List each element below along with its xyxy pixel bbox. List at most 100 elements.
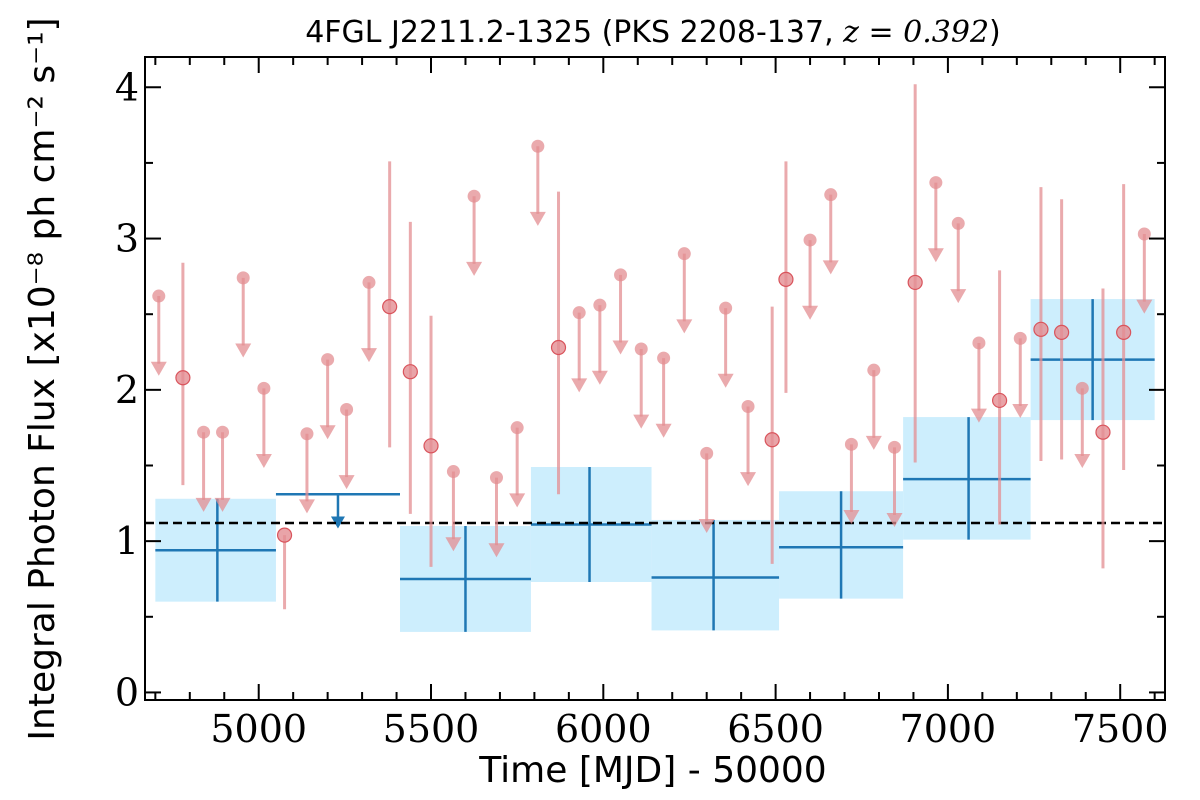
plot-frame (144, 56, 1166, 701)
short-bin-detection-point (276, 527, 293, 543)
short-bin-upper-limit-arrow (235, 343, 252, 358)
x-tick-label: 7000 (900, 707, 997, 751)
short-bin-upper-limit-point (1137, 227, 1151, 241)
short-bin-upper-limit-point (446, 465, 460, 479)
short-bin-upper-limit-point (803, 233, 817, 247)
x-tick-label: 6500 (727, 707, 824, 751)
short-bin-upper-limit-arrow (1136, 299, 1153, 314)
short-bin-upper-limit-arrow (255, 453, 272, 468)
short-bin-detection-point (423, 438, 439, 454)
short-bin-upper-limit-arrow (612, 340, 629, 355)
short-bin-upper-limit-point (614, 268, 628, 282)
short-bin-upper-limit-point (362, 275, 376, 289)
short-bin-upper-limit-point (719, 301, 733, 315)
short-bin-detection-point (778, 271, 794, 288)
short-bin-upper-limit-arrow (529, 211, 546, 226)
short-bin-detection-point (1116, 324, 1132, 340)
short-bin-upper-limit-point (510, 421, 524, 435)
short-bin-upper-limit-arrow (802, 305, 819, 320)
y-tick-label: 1 (115, 519, 139, 563)
short-bin-upper-limit-arrow (822, 260, 839, 275)
short-bin-upper-limit-arrow (843, 509, 860, 524)
short-bin-upper-limit-point (489, 471, 503, 485)
short-bin-upper-limit-point (572, 306, 586, 320)
short-bin-upper-limit-arrow (571, 378, 588, 393)
x-axis-label: Time [MJD] - 50000 (478, 750, 826, 791)
y-tick-label: 3 (115, 217, 139, 261)
short-bin-upper-limit-point (236, 271, 250, 285)
x-tick-label: 5000 (210, 707, 307, 751)
short-bin-upper-limit-arrow (195, 497, 212, 512)
short-bin-upper-limit-arrow (360, 348, 377, 363)
chart-title-prefix: 4FGL J2211.2-1325 (PKS 2208-137, (305, 15, 843, 50)
short-bin-upper-limit-point (197, 425, 211, 439)
short-bin-detection-point (764, 432, 780, 448)
short-bin-upper-limit-arrow (676, 319, 693, 334)
short-bin-detection-point (175, 370, 191, 386)
long-bin-box (651, 519, 780, 631)
x-tick-label: 7500 (1072, 707, 1169, 751)
short-bin-upper-limit-point (700, 446, 714, 460)
short-bin-upper-limit-arrow (488, 543, 505, 558)
short-bin-upper-limit-arrow (1012, 404, 1029, 419)
short-bin-upper-limit-arrow (466, 261, 483, 276)
y-tick-label: 0 (115, 670, 139, 714)
short-bin-detection-point (382, 299, 398, 315)
short-bin-detection-point (991, 392, 1008, 409)
short-bin-upper-limit-point (216, 425, 230, 439)
short-bin-upper-limit-point (824, 188, 838, 202)
y-axis-label: Integral Photon Flux [x10⁻⁸ ph cm⁻² s⁻¹] (22, 17, 63, 740)
short-bin-upper-limit-point (677, 247, 691, 261)
short-bin-upper-limit-point (951, 216, 965, 230)
short-bin-upper-limit-point (593, 298, 607, 312)
short-bin-upper-limit-point (321, 353, 335, 367)
short-bin-upper-limit-point (844, 437, 858, 451)
short-bin-upper-limit-arrow (150, 361, 167, 376)
long-bin-upper-limit-arrow (330, 516, 345, 529)
short-bin-upper-limit-arrow (927, 248, 944, 263)
short-bin-upper-limit-point (1013, 331, 1027, 345)
short-bin-upper-limit-arrow (319, 425, 336, 440)
y-tick-label: 2 (115, 368, 139, 412)
short-bin-upper-limit-point (929, 176, 943, 190)
short-bin-upper-limit-arrow (445, 537, 462, 552)
short-bin-upper-limit-arrow (1074, 453, 1091, 468)
short-bin-upper-limit-arrow (214, 497, 231, 512)
short-bin-upper-limit-point (887, 440, 901, 454)
short-bin-upper-limit-point (340, 403, 354, 417)
short-bin-upper-limit-point (152, 289, 166, 303)
short-bin-upper-limit-point (867, 363, 881, 377)
short-bin-upper-limit-arrow (338, 475, 355, 490)
x-tick-label: 5500 (383, 707, 480, 751)
short-bin-upper-limit-arrow (698, 519, 715, 534)
chart-title-redshift: z = 0.392 (842, 15, 989, 50)
short-bin-detection-point (1054, 324, 1070, 340)
short-bin-upper-limit-arrow (970, 408, 987, 423)
short-bin-upper-limit-point (972, 336, 986, 350)
short-bin-upper-limit-point (300, 427, 314, 441)
short-bin-detection-point (1095, 424, 1111, 440)
plot-area: 5000 5500 6000 6500 7000 7500 0 1 2 3 4 (115, 56, 1169, 751)
short-bin-upper-limit-arrow (740, 472, 757, 487)
x-tick-label: 6000 (555, 707, 652, 751)
short-bin-upper-limit-arrow (298, 499, 315, 514)
short-bin-detection-point (402, 364, 418, 380)
y-tick-label: 4 (115, 65, 139, 109)
short-bin-upper-limit-point (657, 351, 671, 365)
chart-title: 4FGL J2211.2-1325 (PKS 2208-137, z = 0.3… (305, 15, 1001, 50)
short-bin-upper-limit-arrow (717, 373, 734, 388)
short-bin-upper-limit-arrow (865, 435, 882, 450)
short-bin-upper-limit-point (741, 399, 755, 413)
short-bin-upper-limit-arrow (633, 414, 650, 429)
short-bin-upper-limit-point (531, 139, 545, 153)
short-bin-upper-limit-point (467, 189, 481, 203)
short-bin-upper-limit-arrow (655, 423, 672, 438)
short-bin-upper-limit-point (257, 381, 271, 395)
short-bin-upper-limit-arrow (886, 512, 903, 527)
short-bin-detection-point (550, 339, 567, 356)
short-bin-upper-limit-point (634, 342, 648, 356)
short-bin-upper-limit-point (1075, 381, 1089, 395)
short-bin-upper-limit-arrow (591, 370, 608, 385)
short-bin-upper-limit-arrow (950, 289, 967, 304)
